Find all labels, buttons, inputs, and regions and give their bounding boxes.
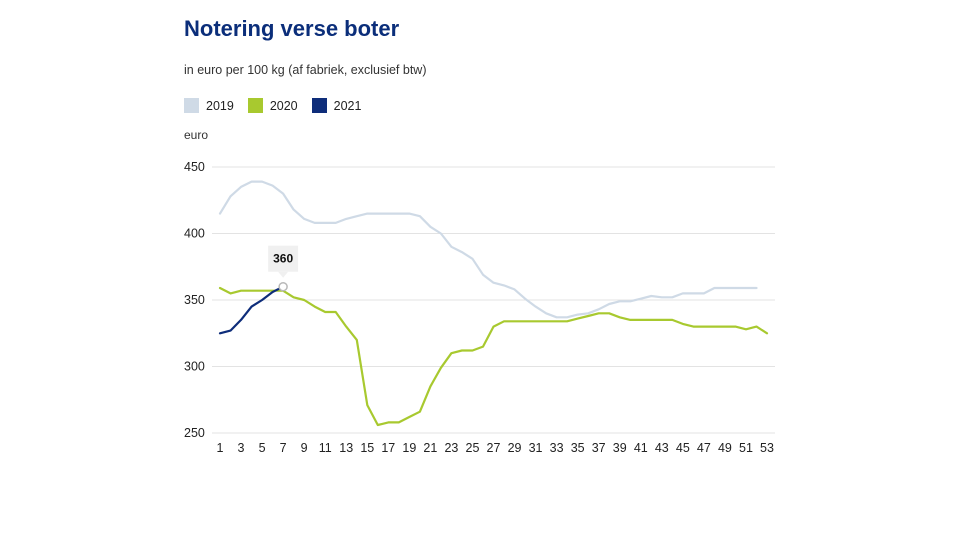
x-tick-label: 1	[217, 441, 224, 455]
x-tick-label: 47	[697, 441, 711, 455]
legend: 2019 2020 2021	[184, 98, 365, 113]
x-tick-label: 51	[739, 441, 753, 455]
x-tick-label: 53	[760, 441, 774, 455]
x-tick-label: 27	[487, 441, 501, 455]
x-tick-label: 5	[259, 441, 266, 455]
hover-marker	[278, 281, 288, 292]
x-tick-label: 11	[319, 441, 332, 455]
x-tick-label: 9	[301, 441, 308, 455]
y-tick-label: 250	[184, 426, 205, 440]
x-tick-label: 13	[339, 441, 353, 455]
series-line-2019	[218, 180, 758, 319]
x-tick-label: 25	[466, 441, 480, 455]
x-tick-label: 35	[571, 441, 585, 455]
legend-swatch	[311, 98, 327, 113]
legend-item-2019[interactable]: 2019	[184, 98, 234, 113]
x-tick-label: 45	[676, 441, 690, 455]
legend-swatch	[184, 98, 199, 113]
y-tick-label: 400	[184, 227, 205, 241]
x-tick-label: 19	[402, 441, 416, 455]
x-tick-label: 43	[655, 441, 669, 455]
legend-item-2021[interactable]: 2021	[311, 98, 362, 113]
x-tick-label: 7	[280, 441, 287, 455]
legend-label: 2021	[333, 98, 362, 113]
x-tick-label: 31	[529, 441, 543, 455]
x-tick-label: 29	[508, 441, 522, 455]
x-tick-label: 39	[613, 441, 627, 455]
legend-label: 2020	[269, 98, 298, 113]
tooltip-box	[268, 245, 299, 272]
tooltip-label: 360	[273, 252, 293, 266]
x-tick-label: 21	[423, 441, 437, 455]
legend-swatch	[247, 98, 263, 113]
series-line-2021	[218, 285, 285, 335]
x-tick-label: 33	[550, 441, 564, 455]
legend-item-2020[interactable]: 2020	[247, 98, 298, 113]
x-tick-label: 3	[238, 441, 245, 455]
chart-title: Notering verse boter	[184, 16, 400, 41]
y-tick-label: 350	[184, 293, 205, 307]
legend-label: 2019	[206, 98, 234, 113]
y-tick-label: 300	[184, 360, 205, 374]
tooltip-pointer	[278, 271, 289, 278]
series-line-2020	[218, 286, 769, 427]
chart-subtitle: in euro per 100 kg (af fabriek, exclusie…	[184, 63, 427, 77]
y-tick-label: 450	[184, 160, 205, 174]
x-tick-label: 23	[444, 441, 458, 455]
x-tick-label: 17	[381, 441, 395, 455]
x-tick-label: 15	[360, 441, 374, 455]
x-tick-label: 49	[718, 441, 732, 455]
y-axis-unit-label: euro	[184, 128, 209, 142]
x-tick-label: 37	[592, 441, 606, 455]
x-tick-label: 41	[634, 441, 648, 455]
